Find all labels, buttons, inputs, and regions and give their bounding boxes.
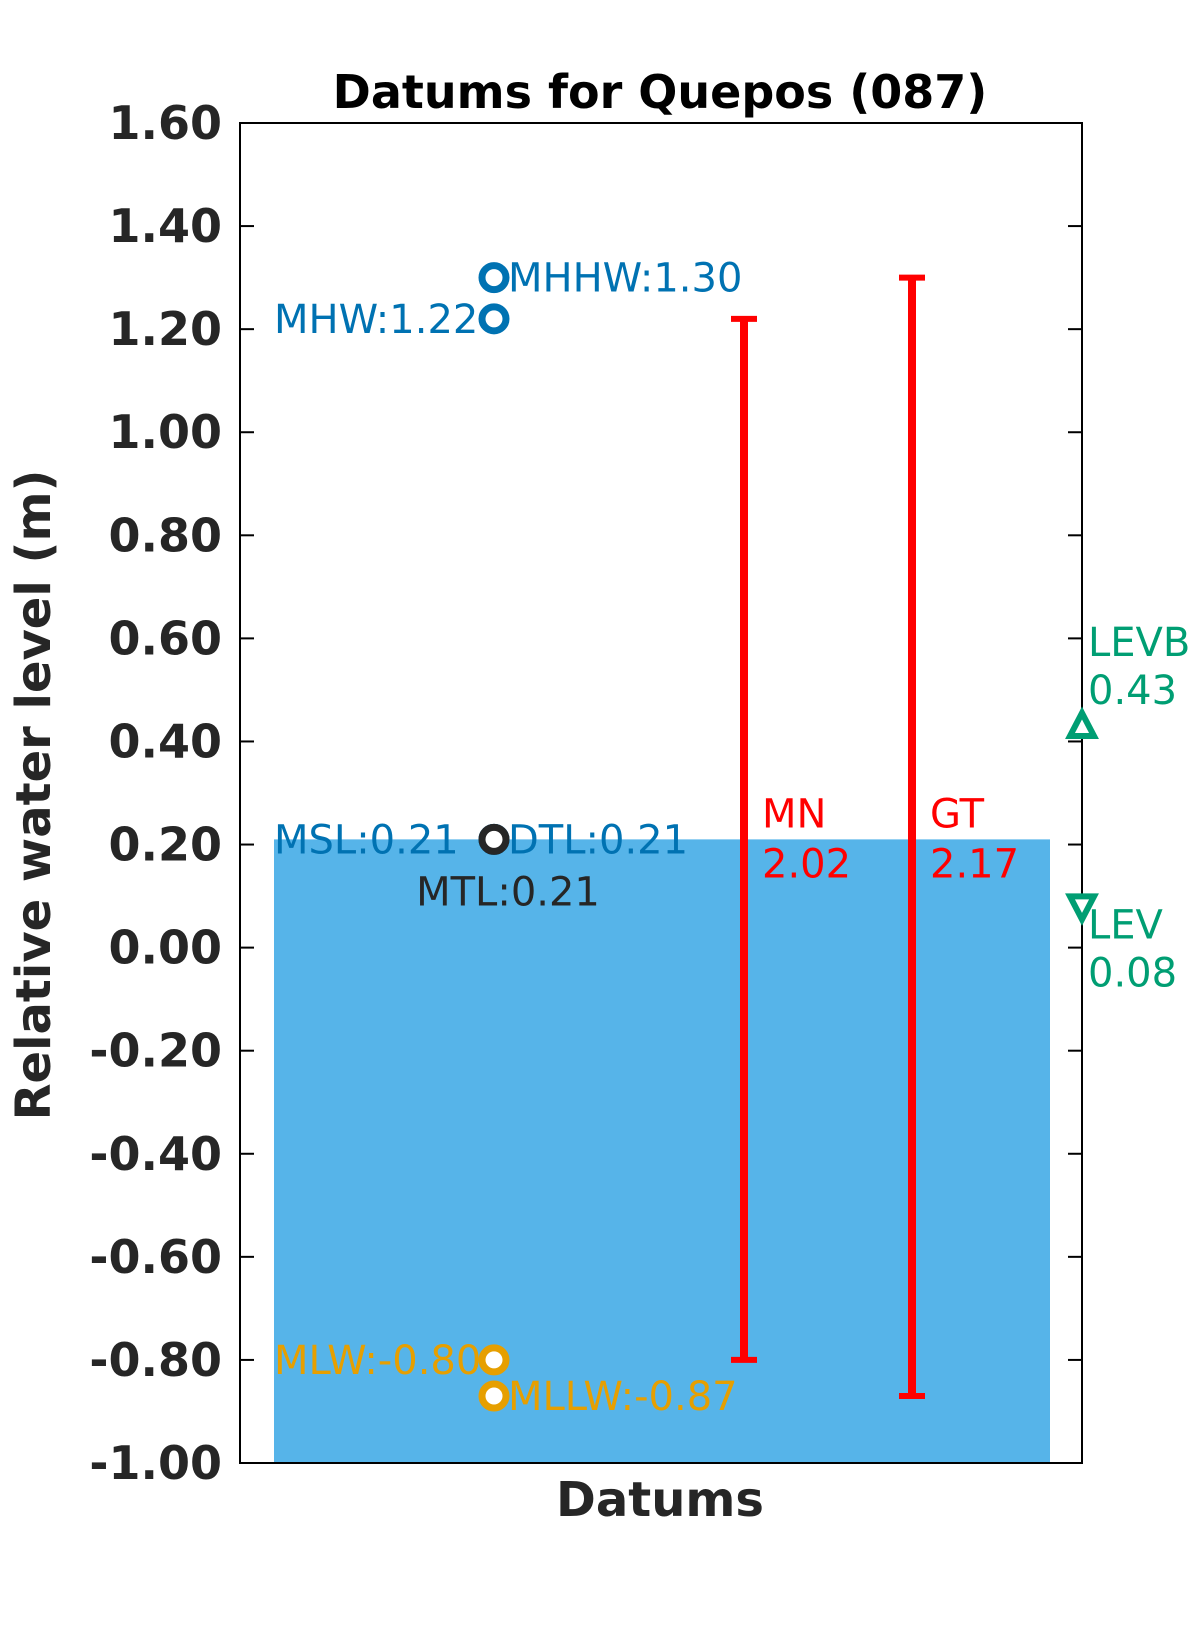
y-tick-label: 1.40 [109, 199, 223, 253]
datum-label-mhw: MHW:1.22 [274, 297, 478, 343]
y-tick-label: 0.60 [109, 611, 223, 665]
datum-marker-mllw [478, 1380, 510, 1412]
range-value-gt: 2.17 [930, 841, 1019, 887]
datum-marker-mhhw [478, 262, 510, 294]
extreme-name-levb: LEVB [1088, 620, 1190, 666]
datum-marker-mlw [478, 1344, 510, 1376]
datum-label-mlw: MLW:-0.80 [274, 1338, 481, 1384]
datum-marker-mtl [478, 823, 510, 855]
y-tick-label: -0.60 [89, 1230, 222, 1284]
y-tick-label: -0.20 [89, 1024, 222, 1078]
datum-label-mhhw: MHHW:1.30 [508, 256, 742, 302]
datum-marker-mhw [478, 303, 510, 335]
y-tick-label: 1.60 [109, 96, 223, 150]
x-axis-label: Datums [556, 1472, 764, 1528]
chart-title: Datums for Quepos (087) [333, 65, 988, 119]
extreme-value-levb: 0.43 [1088, 668, 1177, 714]
msl-bar [274, 839, 1050, 1463]
range-value-mn: 2.02 [762, 841, 851, 887]
y-tick-label: -1.00 [89, 1436, 222, 1490]
datum-label-msl: MSL:0.21 [274, 817, 459, 863]
range-gt: GT2.17 [899, 274, 1019, 1399]
range-mn: MN2.02 [731, 315, 851, 1363]
plot-frame [239, 122, 1083, 1464]
datum-label-mtl: MTL:0.21 [416, 869, 600, 915]
y-tick-label: 0.00 [109, 921, 223, 975]
y-tick-label: 1.20 [109, 302, 223, 356]
datum-label-mllw: MLLW:-0.87 [508, 1374, 738, 1420]
y-tick-label: 0.20 [109, 818, 223, 872]
range-name-mn: MN [762, 791, 826, 837]
extreme-marker-lev [1065, 893, 1099, 926]
y-tick-label: 0.80 [109, 508, 223, 562]
y-tick-label: -0.80 [89, 1333, 222, 1387]
y-tick-label: 0.40 [109, 714, 223, 768]
extreme-name-lev: LEV [1088, 902, 1164, 948]
y-tick-label: -0.40 [89, 1127, 222, 1181]
plot-area: 1.60 1.40 1.20 1.00 0.80 0.60 0.40 0.20 0.00 -0.2… [89, 96, 1190, 1490]
range-name-gt: GT [930, 791, 985, 837]
extreme-value-lev: 0.08 [1088, 950, 1177, 996]
datum-label-dtl: DTL:0.21 [508, 817, 688, 863]
y-axis-label: Relative water level (m) [6, 470, 62, 1121]
extreme-marker-levb [1065, 706, 1099, 739]
y-tick-label: 1.00 [109, 405, 223, 459]
